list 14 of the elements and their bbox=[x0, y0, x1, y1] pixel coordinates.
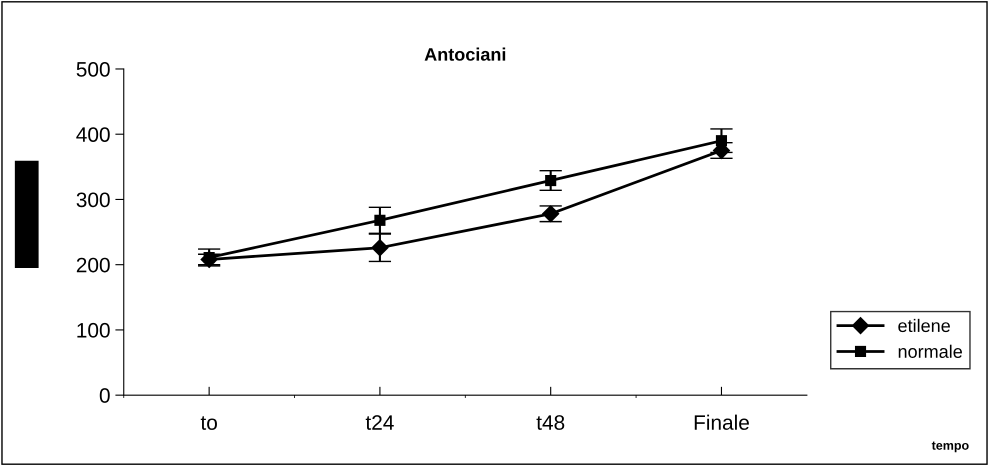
y-tick-label: 0 bbox=[100, 388, 110, 403]
legend-label: normale bbox=[898, 344, 962, 358]
chart-title: Antociani bbox=[424, 48, 506, 61]
y-tick-label: 300 bbox=[76, 192, 110, 208]
y-tick-label: 400 bbox=[76, 127, 110, 142]
x-tick-label: Finale bbox=[694, 414, 749, 430]
x-tick-label: t24 bbox=[366, 415, 394, 430]
legend-label: etilene bbox=[898, 318, 950, 332]
text: tempo bbox=[932, 442, 969, 452]
x-tick-label: to bbox=[200, 416, 217, 430]
y-tick-label: 500 bbox=[76, 62, 110, 77]
y-tick-label: 200 bbox=[76, 258, 110, 272]
y-tick-label: 100 bbox=[77, 322, 110, 338]
x-tick-label: t48 bbox=[536, 415, 564, 430]
